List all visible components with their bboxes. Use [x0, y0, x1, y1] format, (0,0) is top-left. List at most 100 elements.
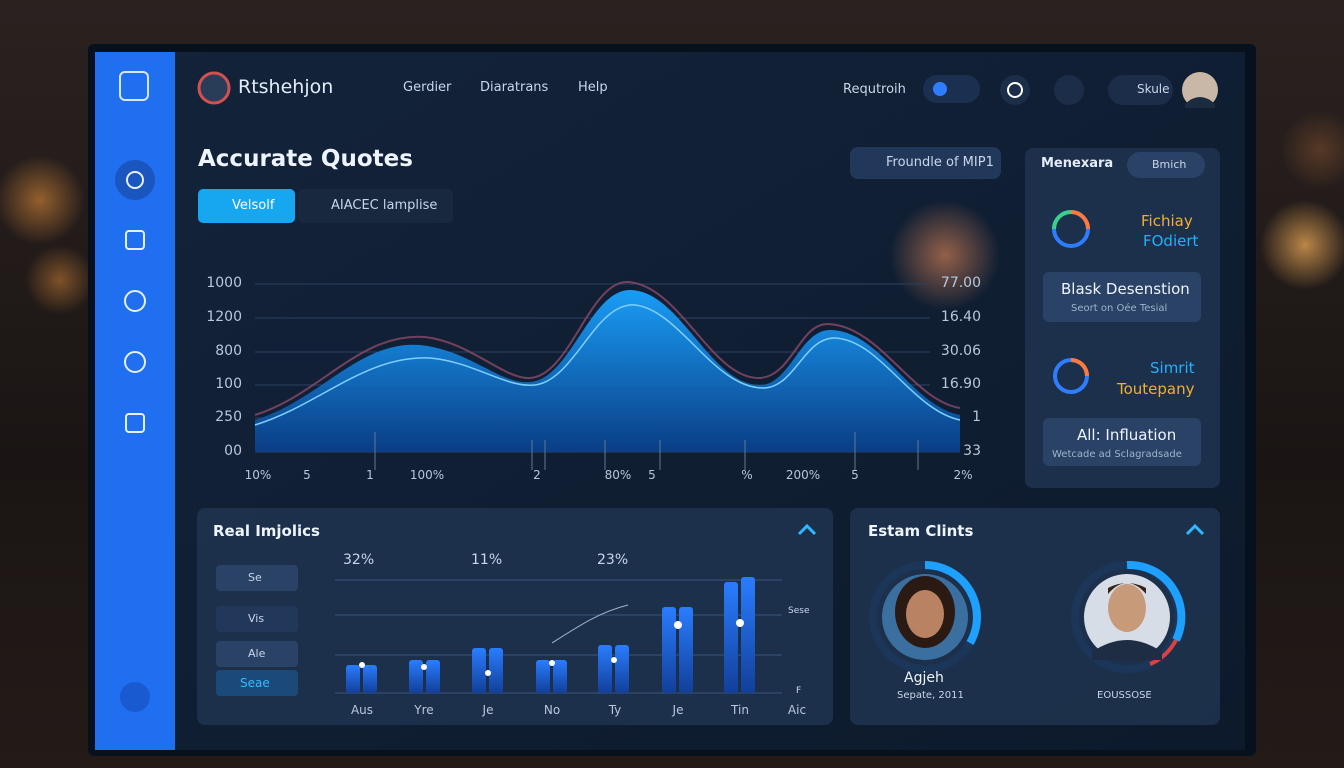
nav-link[interactable]: Help [578, 80, 608, 95]
tab-label[interactable]: AIACEC lamplise [331, 198, 438, 213]
sidebar-icon[interactable] [124, 351, 146, 373]
nav-link[interactable]: Gerdier [403, 80, 452, 95]
item-line2: FOdiert [1143, 232, 1199, 250]
tab[interactable] [298, 189, 453, 223]
avatar[interactable] [1182, 72, 1218, 108]
avatar-hair [1108, 583, 1146, 594]
clients-title: Estam Clints [868, 522, 974, 540]
filter-label[interactable]: Se [248, 571, 262, 584]
search-label[interactable]: Requtroih [843, 82, 906, 97]
y-tick-label: 800 [215, 343, 242, 359]
sidebar-icon[interactable] [125, 413, 145, 433]
x-tick-label: 200% [785, 468, 821, 482]
toggle-knob [933, 82, 947, 96]
item-line1: Fichiay [1141, 212, 1193, 230]
client-ring-progress [924, 561, 981, 645]
trend-line [551, 604, 629, 644]
card[interactable] [1043, 418, 1201, 466]
main-title: Accurate Quotes [198, 146, 413, 172]
avatar-body [1092, 640, 1162, 660]
bar-x-label: Yre [414, 703, 434, 717]
side-button[interactable] [1127, 152, 1205, 178]
side-title: Menexara [1041, 156, 1114, 171]
filter[interactable] [216, 606, 298, 632]
side-button-label[interactable]: Bmich [1152, 158, 1187, 171]
card[interactable] [1043, 272, 1201, 322]
glare [890, 200, 1000, 310]
avatar-face [1108, 584, 1146, 632]
y-tick-label: 100 [215, 376, 242, 392]
bar-x-label: Aic [787, 703, 807, 717]
y2-tick-label: 77.00 [940, 275, 981, 291]
card-subtitle: Seort on Oée Tesial [1071, 303, 1168, 314]
ring-segment [1070, 210, 1090, 230]
bar-x-label: No [543, 703, 561, 717]
bar-x-label: Ty [608, 703, 622, 717]
card-subtitle: Wetcade ad Sclagradsade [1052, 449, 1182, 460]
bars [346, 577, 755, 693]
icon-button[interactable] [1000, 75, 1030, 105]
percent-label: 32% [343, 552, 375, 568]
area-line [254, 280, 961, 416]
sidebar-icon[interactable] [120, 682, 150, 712]
x-ticks [374, 432, 919, 470]
sidebar-icon[interactable] [119, 71, 149, 101]
filter[interactable] [216, 565, 298, 591]
user-name[interactable]: Skule [1137, 82, 1170, 96]
y2-tick-label: 30.06 [940, 343, 981, 359]
sidebar-icon[interactable] [124, 290, 146, 312]
avatar-body [1185, 97, 1215, 108]
sidebar-icon[interactable] [126, 171, 144, 189]
logo-mark [197, 71, 231, 105]
x-tick-label: % [741, 468, 753, 482]
sidebar-icon[interactable] [125, 230, 145, 250]
nav-link[interactable]: Diaratrans [480, 80, 549, 95]
client-name: Agjeh [904, 670, 944, 686]
x-tick-label: 1 [366, 468, 374, 482]
sidebar-icon-bg [115, 160, 155, 200]
ring-segment [1052, 210, 1072, 230]
filter[interactable] [216, 641, 298, 667]
button[interactable] [850, 147, 1001, 179]
x-tick-label: 80% [604, 468, 632, 482]
item-line2: Toutepany [1117, 380, 1195, 398]
filter[interactable] [216, 670, 298, 696]
tab-active[interactable] [198, 189, 295, 223]
x-tick-label: 5 [648, 468, 656, 482]
x-tick-label: 5 [303, 468, 311, 482]
bar-x-label: Je [672, 703, 684, 717]
side-label: F [796, 686, 802, 696]
y-tick-label: 250 [215, 409, 242, 425]
collapse-icon[interactable] [1185, 523, 1205, 536]
filter-label[interactable]: Seae [240, 676, 270, 690]
grid [335, 579, 782, 694]
ring-segment [1070, 358, 1089, 377]
icon-button[interactable] [1054, 75, 1084, 105]
x-tick-label: 10% [244, 468, 272, 482]
filter-label[interactable]: Ale [248, 647, 266, 660]
card-title: Blask Desenstion [1061, 280, 1190, 298]
sidebar [95, 52, 175, 750]
y-tick-label: 1200 [206, 309, 242, 325]
icon [1007, 82, 1023, 98]
bar-x-label: Tin [731, 703, 749, 717]
x-tick-label: 2% [953, 468, 973, 482]
y2-tick-label: 33 [963, 443, 981, 459]
button-label[interactable]: Froundle of MIP1 [886, 155, 994, 170]
toggle[interactable] [923, 75, 980, 103]
percent-label: 23% [597, 552, 629, 568]
filter-label[interactable]: Vis [248, 612, 265, 625]
area-fill [255, 290, 960, 452]
tab-label[interactable]: Velsolf [232, 198, 275, 213]
side-label: Sese [788, 606, 810, 616]
user-chip[interactable] [1108, 75, 1173, 105]
avatar-face [906, 590, 944, 638]
collapse-icon[interactable] [797, 523, 817, 536]
bar-x-label: Aus [350, 703, 374, 717]
x-tick-label: 100% [409, 468, 445, 482]
bar-x-label: Je [482, 703, 494, 717]
percent-label: 11% [471, 552, 503, 568]
client-ring-progress [1126, 560, 1186, 642]
